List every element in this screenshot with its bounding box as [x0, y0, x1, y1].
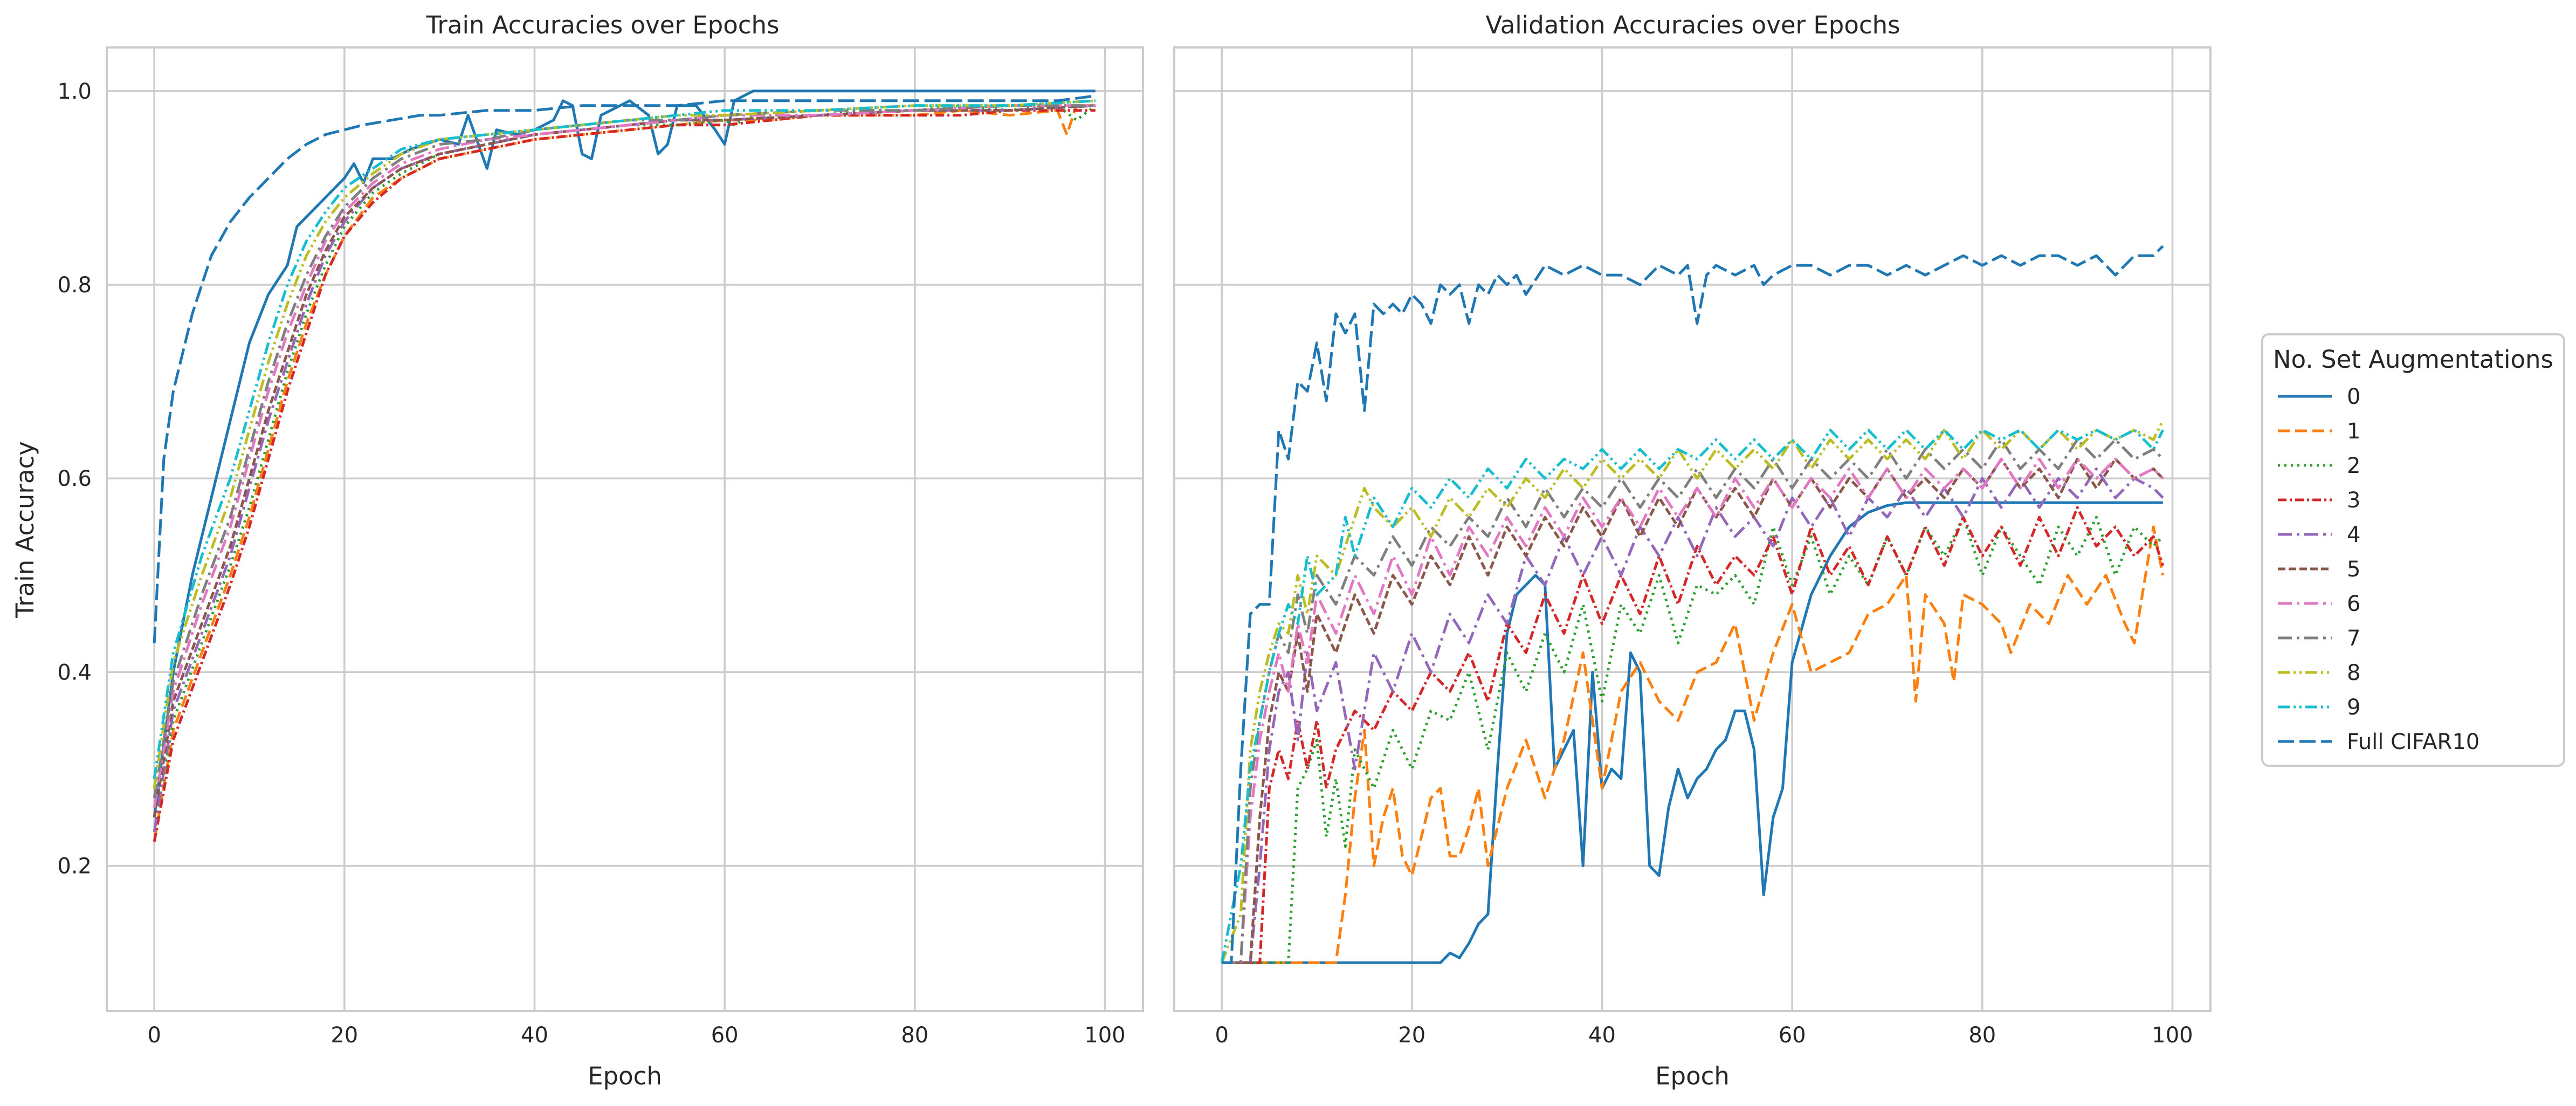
- legend-label: 9: [2347, 695, 2360, 720]
- legend-title: No. Set Augmentations: [2273, 345, 2553, 374]
- validation-plot-frame: [1173, 46, 2212, 1012]
- y-tick-label: 0.2: [57, 854, 92, 879]
- legend-entry: Full CIFAR10: [2278, 730, 2479, 754]
- train-plot-frame: [106, 46, 1144, 1012]
- legend-entry: 6: [2278, 592, 2360, 616]
- legend-label: 7: [2347, 626, 2360, 651]
- legend-label: Full CIFAR10: [2347, 730, 2479, 754]
- series-line-3: [1222, 506, 2165, 964]
- legend-label: 2: [2347, 454, 2360, 478]
- series-line-5: [153, 104, 1096, 818]
- train-series-lines: [153, 90, 1097, 842]
- x-tick-label: 60: [711, 1023, 739, 1048]
- legend-entry: 7: [2278, 626, 2360, 651]
- legend-entry: 3: [2278, 488, 2360, 513]
- series-line-1: [1222, 525, 2165, 964]
- x-tick-label: 100: [1084, 1023, 1125, 1048]
- series-line-6: [153, 104, 1096, 808]
- legend-label: 6: [2347, 592, 2360, 616]
- series-line-8: [1220, 420, 2165, 964]
- train-chart-title: Train Accuracies over Epochs: [426, 11, 780, 39]
- legend: No. Set Augmentations 0 1 2 3 4 5 6 7 8 9 Full CIF…: [2261, 333, 2565, 767]
- y-tick-label: 0.4: [57, 660, 92, 685]
- legend-entry: 5: [2278, 557, 2360, 582]
- series-line-full-cifar10: [1222, 245, 2164, 964]
- x-tick-label: 60: [1779, 1023, 1806, 1048]
- validation-x-axis-label: Epoch: [1655, 1062, 1730, 1090]
- series-line-1: [153, 104, 1096, 842]
- validation-accuracy-panel: Validation Accuracies over Epochs 0 20 40 6…: [1173, 11, 2212, 1090]
- legend-entry: 2: [2278, 454, 2360, 478]
- legend-entries: 0 1 2 3 4 5 6 7 8 9 Full CIFAR10: [2278, 384, 2479, 754]
- x-tick-label: 0: [1215, 1023, 1228, 1048]
- legend-label: 8: [2347, 661, 2360, 685]
- legend-box: [2261, 333, 2565, 767]
- validation-tick-labels: 0 20 40 60 80 100: [1215, 1023, 2193, 1048]
- train-y-axis-label: Train Accuracy: [11, 441, 39, 619]
- y-tick-label: 0.6: [57, 466, 92, 491]
- series-line-3: [153, 109, 1096, 842]
- legend-label: 0: [2347, 384, 2360, 409]
- series-line-9: [153, 99, 1096, 779]
- legend-label: 5: [2347, 557, 2360, 582]
- legend-entry: 4: [2278, 523, 2360, 547]
- series-line-8: [153, 99, 1096, 789]
- legend-label: 3: [2347, 488, 2360, 513]
- train-tick-labels: 0 20 40 60 80 100 0.2 0.4 0.6 0.8 1.0: [57, 79, 1125, 1048]
- x-tick-label: 20: [330, 1023, 358, 1048]
- y-tick-label: 1.0: [57, 79, 92, 104]
- legend-label: 1: [2347, 419, 2360, 444]
- x-tick-label: 40: [1588, 1023, 1616, 1048]
- x-tick-label: 80: [901, 1023, 928, 1048]
- legend-label: 4: [2347, 523, 2360, 547]
- legend-entry: 9: [2278, 695, 2360, 720]
- legend-entry: 8: [2278, 661, 2360, 685]
- series-line-full-cifar10: [153, 94, 1096, 643]
- series-line-9: [1220, 428, 2165, 963]
- x-tick-label: 80: [1968, 1023, 1996, 1048]
- legend-entry: 0: [2278, 384, 2360, 409]
- x-tick-label: 20: [1398, 1023, 1425, 1048]
- validation-series-lines: [1220, 245, 2165, 964]
- series-line-0: [1222, 501, 2163, 964]
- legend-entry: 1: [2278, 419, 2360, 444]
- validation-chart-title: Validation Accuracies over Epochs: [1485, 11, 1900, 39]
- train-x-axis-label: Epoch: [588, 1062, 662, 1090]
- x-tick-label: 40: [521, 1023, 548, 1048]
- series-line-7: [1222, 438, 2164, 964]
- y-tick-label: 0.8: [57, 273, 92, 298]
- series-line-5: [1222, 457, 2164, 964]
- x-tick-label: 100: [2152, 1023, 2193, 1048]
- series-line-4: [1222, 467, 2164, 964]
- x-tick-label: 0: [147, 1023, 161, 1048]
- train-accuracy-panel: Train Accuracies over Epochs 0 20 40 60 80 10…: [11, 11, 1144, 1090]
